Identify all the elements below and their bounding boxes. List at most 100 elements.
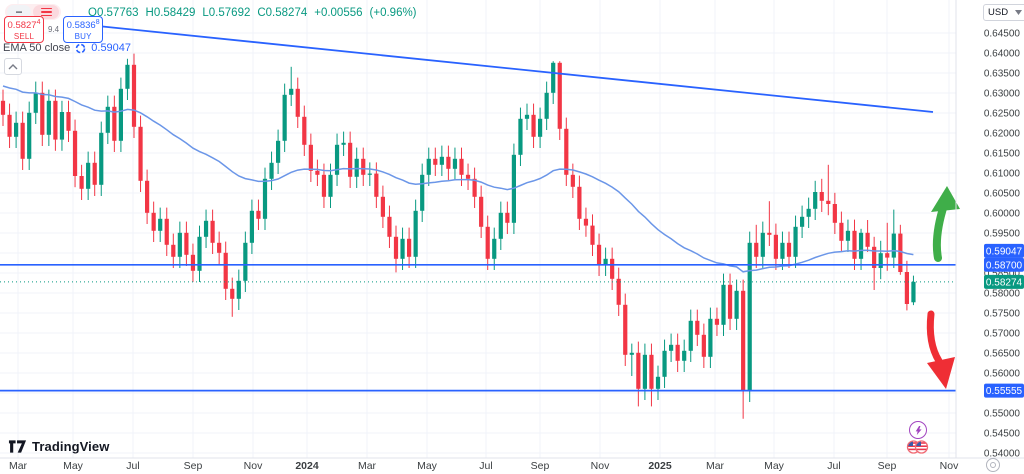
candle xyxy=(138,126,143,181)
candle xyxy=(564,128,569,175)
tradingview-logo[interactable]: TradingView xyxy=(8,439,109,454)
price-tick-label: 0.55000 xyxy=(984,408,1021,419)
candle xyxy=(734,290,739,319)
axis-settings-icon[interactable] xyxy=(986,458,1000,472)
candle xyxy=(531,114,536,137)
candle xyxy=(158,218,163,231)
currency-selector[interactable]: USD xyxy=(983,4,1024,21)
candle xyxy=(459,158,464,175)
candle xyxy=(538,118,543,137)
descending-trendline[interactable] xyxy=(87,24,934,113)
candle xyxy=(256,210,261,219)
candle xyxy=(79,176,84,189)
candle xyxy=(105,106,110,133)
candle xyxy=(898,233,903,272)
candle xyxy=(695,320,700,335)
candle xyxy=(610,258,615,279)
time-tick-label: Sep xyxy=(184,460,203,472)
price-tick-label: 0.63500 xyxy=(984,68,1021,79)
buy-button[interactable]: 0.58368 BUY xyxy=(63,16,104,44)
candle xyxy=(596,244,602,265)
price-tick-label: 0.58000 xyxy=(984,288,1021,299)
indicator-name: EMA 50 close xyxy=(3,42,71,54)
time-tick-label: Nov xyxy=(244,460,263,472)
candle xyxy=(669,344,674,351)
candle xyxy=(177,232,182,257)
price-tick-label: 0.64500 xyxy=(984,28,1021,39)
candle xyxy=(865,232,870,247)
candle xyxy=(118,88,123,141)
candle xyxy=(249,210,254,243)
ohlc-change-pct: (+0.96%) xyxy=(369,7,417,19)
candle xyxy=(131,64,137,127)
sell-button[interactable]: 0.58274 SELL xyxy=(4,16,44,44)
price-tick-label: 0.61500 xyxy=(984,148,1021,159)
candle xyxy=(780,242,785,259)
tradingview-mark-icon xyxy=(8,440,27,453)
price-badge xyxy=(984,383,1024,398)
candle xyxy=(14,122,19,137)
candle xyxy=(112,106,117,141)
price-badge-label: 0.55555 xyxy=(986,386,1023,397)
minimize-toolbar-button[interactable]: − xyxy=(7,5,31,19)
candle xyxy=(603,258,608,265)
logo-text: TradingView xyxy=(32,439,110,454)
candle xyxy=(590,225,595,245)
candle xyxy=(380,196,385,217)
ohlc-readout: O0.57763 H0.58429 L0.57692 C0.58274 +0.0… xyxy=(88,7,417,19)
time-tick-label: Jul xyxy=(827,460,840,472)
ohlc-low: L0.57692 xyxy=(202,7,251,19)
candle xyxy=(66,112,71,131)
drawing-menu-button[interactable] xyxy=(33,5,59,19)
price-tick-label: 0.62500 xyxy=(984,108,1021,119)
time-tick-label: Mar xyxy=(9,460,28,472)
price-tick-label: 0.60000 xyxy=(984,208,1021,219)
chevron-down-icon xyxy=(1015,10,1022,15)
candle xyxy=(786,242,792,257)
candle xyxy=(321,174,327,197)
time-tick-label: Sep xyxy=(878,460,897,472)
candle xyxy=(878,253,883,268)
time-tick-label: May xyxy=(764,460,785,472)
price-tick-label: 0.64000 xyxy=(984,48,1021,59)
time-tick-label: Jul xyxy=(479,460,492,472)
candle xyxy=(315,170,320,175)
candle xyxy=(99,132,104,185)
candle xyxy=(721,284,726,325)
candle xyxy=(505,212,510,223)
indicator-legend[interactable]: EMA 50 close 0.59047 xyxy=(3,42,131,54)
currency-label: USD xyxy=(988,7,1009,18)
price-tick-label: 0.59500 xyxy=(984,228,1021,239)
economic-events-flags-icon[interactable] xyxy=(906,439,929,460)
candle xyxy=(819,192,824,201)
down-arrow-head[interactable] xyxy=(927,357,955,389)
candle xyxy=(190,254,196,271)
candle xyxy=(151,212,156,231)
candle xyxy=(145,180,150,213)
candle xyxy=(839,222,844,241)
indicator-loop-icon xyxy=(75,43,86,53)
candle xyxy=(754,242,759,257)
candle xyxy=(426,158,431,175)
up-arrow-shaft[interactable] xyxy=(932,201,948,262)
price-badge xyxy=(984,243,1024,258)
candle xyxy=(210,220,215,243)
price-tick-label: 0.54500 xyxy=(984,428,1021,439)
price-tick-label: 0.60500 xyxy=(984,188,1021,199)
candle xyxy=(583,218,589,226)
candle xyxy=(243,242,248,281)
candle xyxy=(655,376,661,389)
down-arrow-shaft[interactable] xyxy=(926,310,943,365)
candle xyxy=(72,130,78,176)
candle xyxy=(197,236,202,271)
ideas-lightning-icon[interactable] xyxy=(909,421,927,439)
candle xyxy=(636,352,641,389)
candle xyxy=(813,192,818,209)
candle xyxy=(20,122,25,159)
collapse-legend-button[interactable] xyxy=(4,58,22,75)
candle xyxy=(701,334,706,357)
time-tick-label: May xyxy=(63,460,84,472)
candle xyxy=(217,242,222,253)
up-arrow-head[interactable] xyxy=(931,186,960,212)
